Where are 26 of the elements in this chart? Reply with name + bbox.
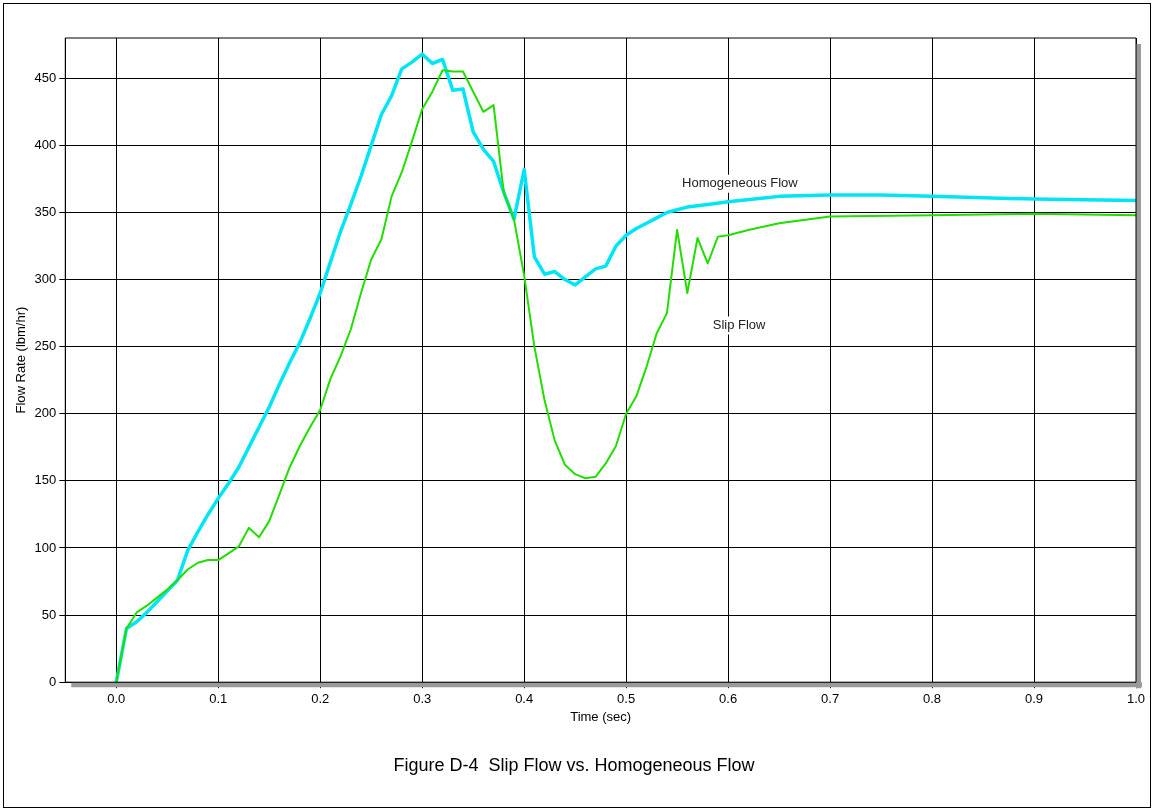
x-tick-label: 0.9: [1024, 690, 1044, 706]
y-tick-label: 150: [34, 472, 57, 488]
y-axis-title: Flow Rate (lbm/hr): [13, 306, 29, 414]
x-tick-label: 0.3: [413, 690, 432, 706]
x-tick-label: 0.4: [515, 690, 534, 706]
x-axis-title: Time (sec): [570, 709, 632, 725]
y-tick-label: 200: [34, 405, 57, 421]
y-tick-label: 400: [34, 136, 57, 152]
x-tick-label: 0.1: [209, 690, 228, 706]
x-tick-label: 0.7: [821, 690, 840, 706]
text: Figure D-4 Slip Flow vs. Homogeneous Flow: [393, 755, 756, 776]
y-tick-label: 250: [34, 338, 57, 354]
y-tick-label: 450: [34, 69, 57, 85]
series-label: Homogeneous Flow: [682, 175, 799, 191]
y-tick-label: 350: [34, 204, 57, 220]
x-tick-label: 0.6: [719, 690, 738, 706]
y-tick-label: 0: [49, 673, 57, 689]
text: Slip Flow: [712, 317, 767, 333]
x-tick-label: 0.5: [617, 690, 636, 706]
x-tick-label: 1.0: [1126, 690, 1146, 706]
y-tick-label: 100: [34, 539, 57, 555]
y-tick-label: 50: [41, 606, 57, 622]
x-tick-label: 0.0: [107, 690, 126, 706]
x-tick-label: 0.2: [311, 690, 330, 706]
y-tick-label: 300: [34, 271, 57, 287]
x-tick-label: 0.8: [923, 690, 942, 706]
